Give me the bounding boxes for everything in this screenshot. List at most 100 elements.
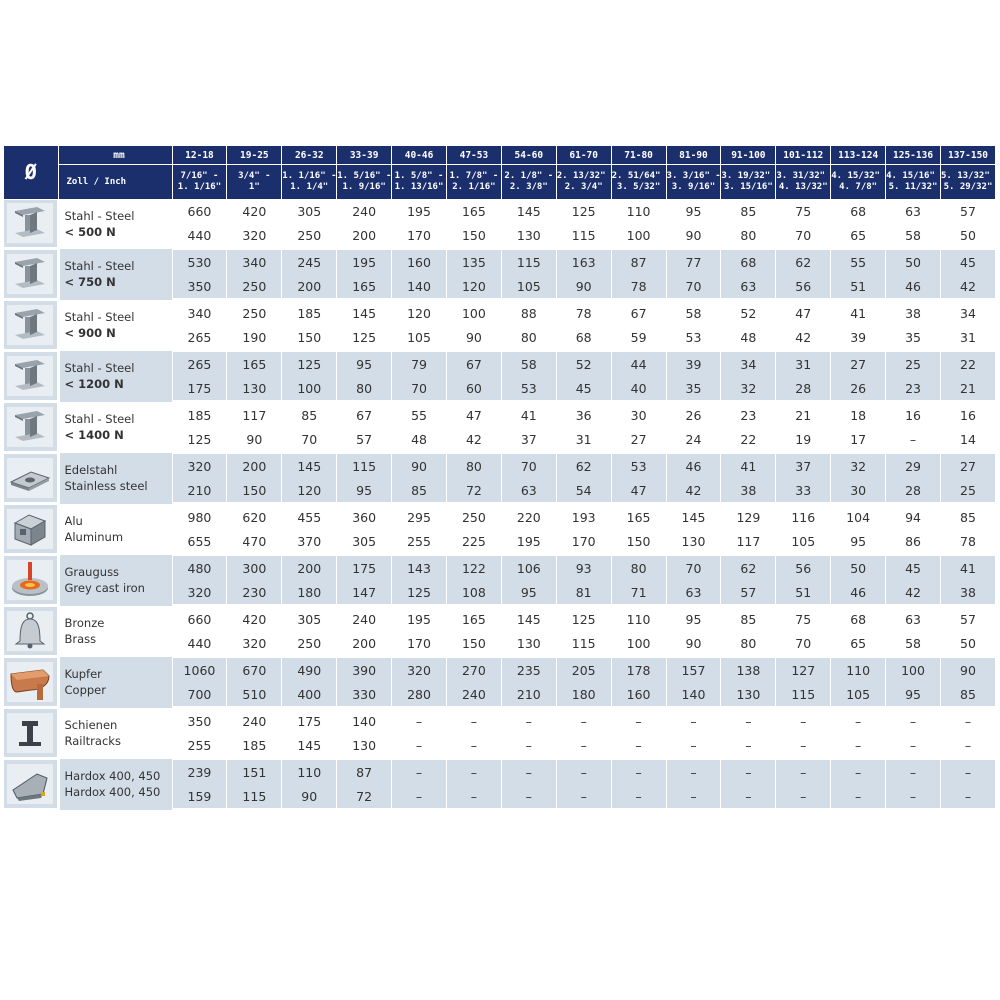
value-cell-upper: 145 (281, 452, 338, 478)
value-cell-upper: 45 (885, 554, 941, 580)
value-cell-lower: 37 (501, 427, 557, 454)
value-cell-lower: – (556, 733, 612, 760)
aluminum-profile-icon (7, 509, 54, 549)
value-cell-lower: 117 (720, 529, 777, 556)
value-cell-upper: 135 (446, 248, 502, 274)
value-cell-lower: – (611, 784, 667, 811)
cast-iron-icon (4, 554, 60, 607)
value-cell-lower: – (720, 784, 777, 811)
inch-range-start: 5. 13/32" - (940, 171, 995, 181)
value-cell-upper: 390 (336, 656, 393, 682)
material-label: Hardox 400, 450 Hardox 400, 450 (58, 758, 173, 810)
value-cell-lower: 86 (885, 529, 941, 556)
value-cell-lower: 130 (336, 733, 393, 760)
material-label: Schienen Railtracks (58, 707, 173, 759)
table-row: 255 185 145 130– – – – – – – – – – – (4, 733, 997, 760)
value-cell-lower: 130 (666, 529, 722, 556)
inch-range-end: 2. 3/4" (564, 182, 603, 192)
value-cell-lower: 26 (830, 376, 887, 403)
value-cell-lower: 65 (830, 631, 887, 658)
value-cell-lower: 72 (446, 478, 502, 505)
value-cell-upper: 100 (885, 656, 941, 682)
value-cell-lower: 150 (611, 529, 667, 556)
value-cell-upper: 120 (391, 299, 447, 325)
column-mm-range: 61-70 (556, 146, 612, 165)
value-cell-upper: 670 (226, 656, 283, 682)
inch-range-end: 4. 13/32" (778, 182, 828, 192)
value-cell-lower: – (611, 733, 667, 760)
value-cell-upper: 195 (391, 605, 447, 631)
value-cell-upper: 620 (226, 503, 283, 529)
column-mm-range: 71-80 (611, 146, 667, 165)
value-cell-upper: 240 (336, 199, 393, 223)
inch-range-start: 1. 1/16" - (282, 171, 337, 181)
value-cell-lower: 58 (885, 223, 941, 250)
value-cell-upper: 195 (391, 199, 447, 223)
value-cell-upper: 125 (556, 199, 612, 223)
inch-range-start: 7/16" - (180, 171, 219, 181)
material-name: Edelstahl (64, 463, 118, 477)
value-cell-lower: 130 (501, 223, 557, 250)
value-cell-lower: 320 (226, 631, 283, 658)
value-cell-upper: 145 (501, 605, 557, 631)
inch-range-start: 2. 1/8" - (504, 171, 554, 181)
value-cell-upper: 305 (281, 199, 338, 223)
value-cell-lower: 170 (391, 223, 447, 250)
value-cell-upper: 195 (336, 248, 393, 274)
value-cell-upper: 94 (885, 503, 941, 529)
unit-inch-label: Zoll / Inch (58, 164, 173, 199)
value-cell-upper: 46 (666, 452, 722, 478)
inch-range-start: 2. 51/64" - (611, 171, 666, 181)
value-cell-upper: 340 (172, 299, 228, 325)
value-cell-lower: – (940, 733, 997, 760)
value-cell-upper: 21 (775, 401, 832, 427)
value-cell-lower: 80 (501, 325, 557, 352)
material-name: Grauguss (64, 565, 120, 579)
value-cell-lower: 35 (885, 325, 941, 352)
value-cell-lower: 22 (720, 427, 777, 454)
value-cell-lower: 53 (666, 325, 722, 352)
value-cell-lower: 38 (940, 580, 997, 607)
value-cell-lower: 180 (281, 580, 338, 607)
value-cell-lower: 350 (172, 274, 228, 301)
material-name: Stahl - Steel (64, 259, 135, 273)
value-cell-lower: 240 (446, 682, 502, 709)
material-name: Stahl - Steel (64, 208, 135, 223)
value-cell-upper: – (501, 707, 557, 733)
value-cell-upper: 38 (885, 299, 941, 325)
value-cell-lower: 150 (446, 631, 502, 658)
value-cell-upper: 95 (666, 605, 722, 631)
material-subname: < 750 N (64, 275, 116, 289)
inch-range-end: 3. 5/32" (616, 182, 661, 192)
steel-beam-icon (7, 203, 54, 244)
value-cell-upper: – (720, 758, 777, 784)
value-cell-upper: 104 (830, 503, 887, 529)
value-cell-lower: 23 (885, 376, 941, 403)
value-cell-lower: 190 (226, 325, 283, 352)
value-cell-upper: 67 (611, 299, 667, 325)
value-cell-upper: 32 (830, 452, 887, 478)
value-cell-lower: – (830, 784, 887, 811)
column-mm-range: 101-112 (775, 146, 832, 165)
column-mm-range: 125-136 (885, 146, 941, 165)
value-cell-lower: 125 (391, 580, 447, 607)
value-cell-lower: 108 (446, 580, 502, 607)
table-row: Alu Aluminum 980 620 455 360 295 250 220 193 165 14… (4, 503, 997, 556)
value-cell-upper: 145 (501, 199, 557, 223)
value-cell-lower: 510 (226, 682, 283, 709)
table-row: Schienen Railtracks 350 240 175 140– – – – – – – – – –… (4, 707, 997, 760)
value-cell-lower: 48 (720, 325, 777, 352)
value-cell-upper: 85 (940, 503, 997, 529)
value-cell-upper: 78 (556, 299, 612, 325)
value-cell-lower: 63 (501, 478, 557, 505)
inch-range-end: 2. 3/8" (509, 182, 548, 192)
value-cell-lower: 60 (446, 376, 502, 403)
inch-range-start: 3/4" - (238, 171, 271, 181)
material-subname: Grey cast iron (64, 581, 145, 595)
value-cell-upper: 340 (226, 248, 283, 274)
column-inch-range: 7/16" -1. 1/16" (172, 164, 228, 199)
value-cell-upper: – (775, 707, 832, 733)
value-cell-upper: 178 (611, 656, 667, 682)
table-row: Edelstahl Stainless steel 320 200 145 115 90 80… (4, 452, 997, 505)
value-cell-lower: 42 (885, 580, 941, 607)
